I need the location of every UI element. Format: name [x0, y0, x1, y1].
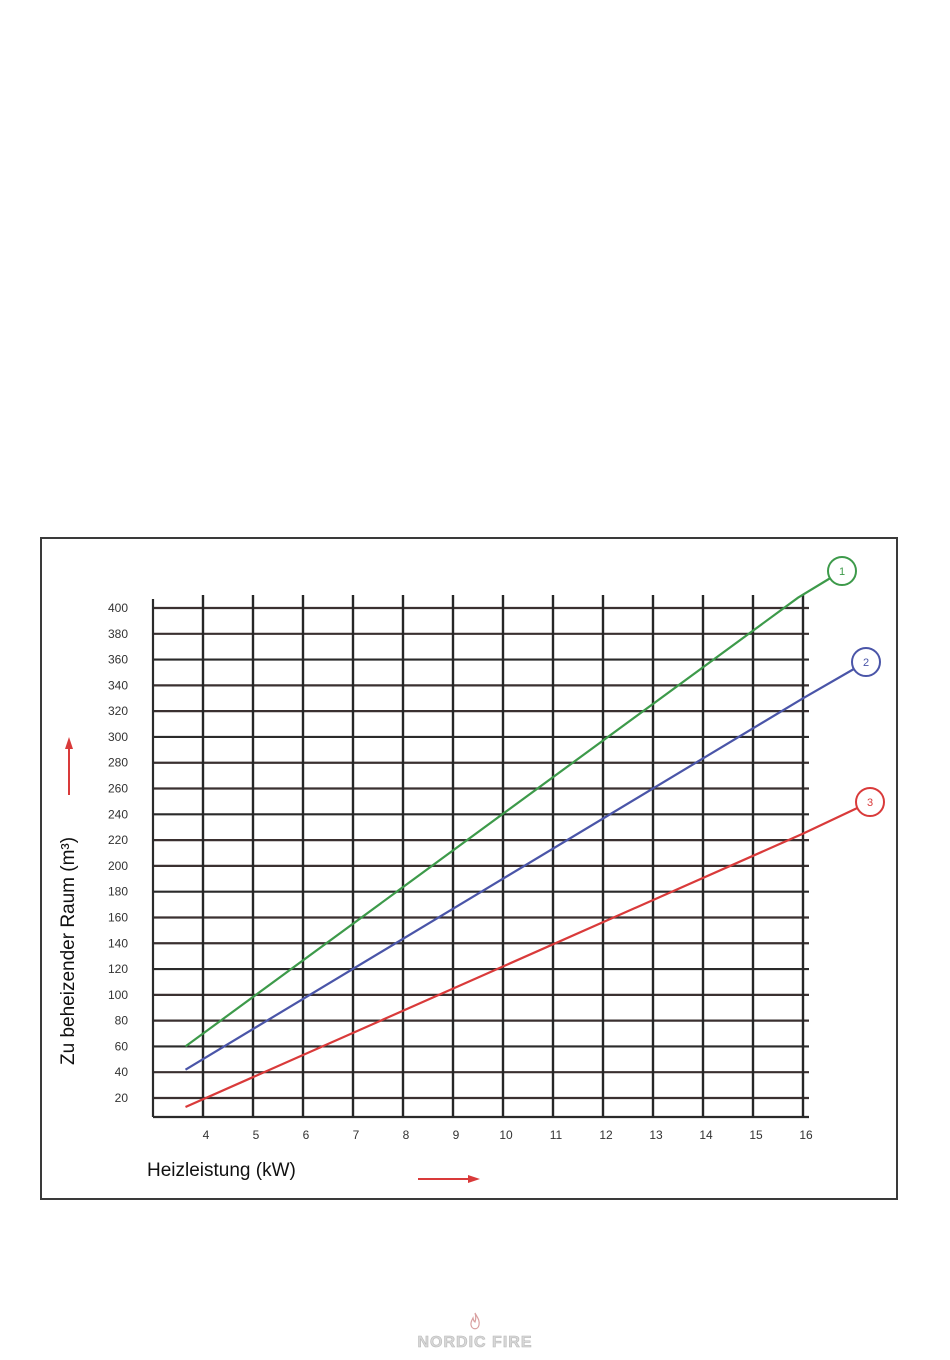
series-line-1: [184, 570, 843, 1048]
y-tick-label: 300: [108, 730, 128, 744]
x-axis-title: Heizleistung (kW): [147, 1160, 296, 1181]
y-tick-label: 280: [108, 756, 128, 770]
y-tick-label: 40: [115, 1065, 129, 1079]
series-line-3: [185, 801, 871, 1109]
y-tick-label: 260: [108, 782, 128, 796]
x-tick-label: 8: [403, 1128, 410, 1142]
x-tick-label: 5: [253, 1128, 260, 1142]
y-tick-label: 360: [108, 653, 128, 667]
chart-svg: 20 40 60 80 100 120 140 160 180 200 220 240 260 280 30…: [58, 556, 885, 1183]
series-label: 3: [867, 797, 873, 809]
chart-frame: 20 40 60 80 100 120 140 160 180 200 220 240 260 280 30…: [40, 537, 898, 1200]
y-tick-label: 180: [108, 885, 128, 899]
series-line-2: [184, 661, 867, 1071]
y-axis-arrow-head: [65, 737, 73, 749]
x-tick-label: 9: [453, 1128, 460, 1142]
y-tick-label: 100: [108, 988, 128, 1002]
series-label-circle: [851, 647, 881, 677]
series-label-circle: [855, 787, 885, 817]
y-tick-label: 80: [115, 1014, 129, 1028]
x-tick-label: 6: [303, 1128, 310, 1142]
y-tick-label: 140: [108, 936, 128, 950]
x-tick-label: 12: [599, 1128, 613, 1142]
y-axis-title: Zu beheizender Raum (m³): [58, 837, 79, 1065]
x-tick-label: 7: [353, 1128, 360, 1142]
x-tick-label: 4: [203, 1128, 210, 1142]
y-tick-label: 220: [108, 833, 128, 847]
brand-text: NORDIC FIRE: [417, 1334, 533, 1352]
x-tick-label: 15: [749, 1128, 763, 1142]
footer-logo: NORDIC FIRE: [0, 1312, 950, 1352]
series-label: 2: [863, 657, 869, 669]
y-tick-label: 400: [108, 601, 128, 615]
y-tick-label: 200: [108, 859, 128, 873]
series-label-circle: [827, 556, 857, 586]
x-tick-label: 16: [799, 1128, 813, 1142]
y-tick-label: 380: [108, 627, 128, 641]
series-label: 1: [839, 566, 845, 578]
x-tick-label: 14: [699, 1128, 713, 1142]
y-tick-label: 60: [115, 1039, 129, 1053]
x-tick-label: 10: [499, 1128, 513, 1142]
flame-icon: [470, 1312, 480, 1330]
x-tick-label: 11: [550, 1128, 563, 1142]
y-tick-label: 340: [108, 678, 128, 692]
y-tick-label: 160: [108, 910, 128, 924]
y-tick-label: 240: [108, 807, 128, 821]
y-tick-label: 20: [115, 1091, 129, 1105]
x-tick-label: 13: [649, 1128, 663, 1142]
x-axis-arrow-head: [468, 1175, 480, 1183]
y-tick-label: 320: [108, 704, 128, 718]
y-tick-label: 120: [108, 962, 128, 976]
